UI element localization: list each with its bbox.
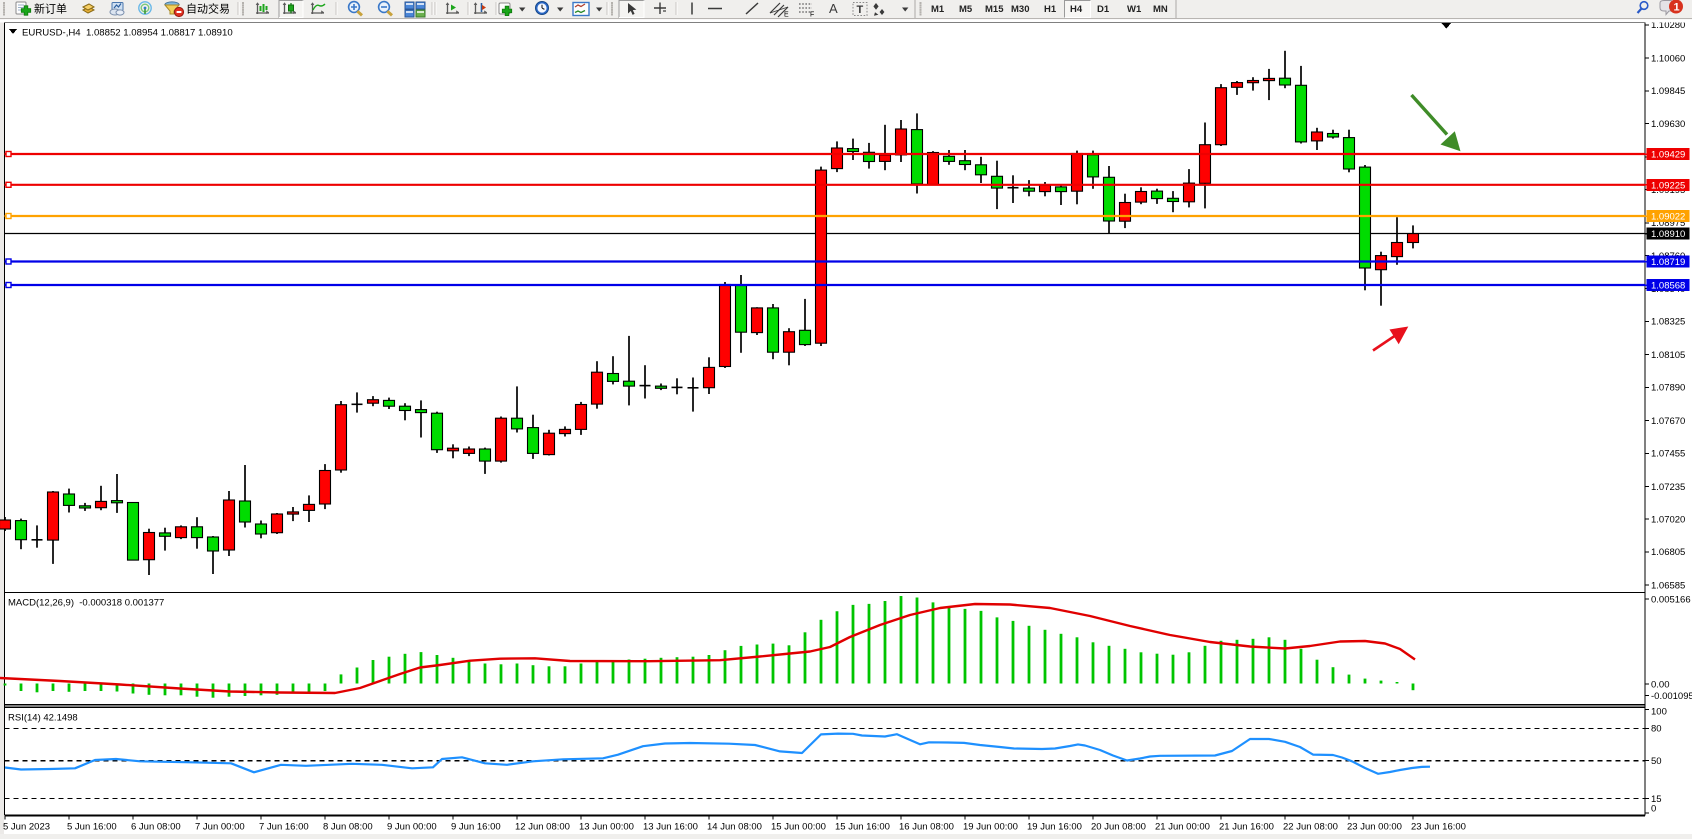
svg-text:19 Jun 16:00: 19 Jun 16:00	[1027, 822, 1082, 833]
svg-text:D1: D1	[1097, 4, 1110, 15]
svg-text:H1: H1	[1044, 4, 1057, 15]
svg-text:1.09845: 1.09845	[1651, 86, 1685, 97]
svg-text:50: 50	[1651, 756, 1662, 767]
svg-text:23 Jun 16:00: 23 Jun 16:00	[1411, 822, 1466, 833]
svg-text:13 Jun 16:00: 13 Jun 16:00	[643, 822, 698, 833]
svg-text:0: 0	[1651, 804, 1656, 815]
svg-text:15: 15	[1651, 794, 1662, 805]
svg-text:14 Jun 08:00: 14 Jun 08:00	[707, 822, 762, 833]
svg-text:6 Jun 08:00: 6 Jun 08:00	[131, 822, 181, 833]
svg-text:1.07890: 1.07890	[1651, 383, 1685, 394]
svg-text:M1: M1	[931, 4, 945, 15]
svg-text:1.08568: 1.08568	[1651, 281, 1685, 292]
svg-text:0.005166: 0.005166	[1651, 594, 1691, 605]
svg-text:1.09022: 1.09022	[1651, 212, 1685, 223]
svg-text:1.08105: 1.08105	[1651, 350, 1685, 361]
svg-text:0.00: 0.00	[1651, 679, 1670, 690]
svg-text:80: 80	[1651, 724, 1662, 735]
svg-text:1.07235: 1.07235	[1651, 482, 1685, 493]
svg-text:13 Jun 00:00: 13 Jun 00:00	[579, 822, 634, 833]
svg-text:15 Jun 00:00: 15 Jun 00:00	[771, 822, 826, 833]
svg-text:21 Jun 16:00: 21 Jun 16:00	[1219, 822, 1274, 833]
svg-text:1.08325: 1.08325	[1651, 317, 1685, 328]
svg-text:RSI(14) 42.1498: RSI(14) 42.1498	[8, 713, 78, 724]
svg-text:T: T	[857, 4, 864, 16]
svg-text:7 Jun 16:00: 7 Jun 16:00	[259, 822, 309, 833]
svg-text:H4: H4	[1070, 4, 1083, 15]
svg-text:19 Jun 00:00: 19 Jun 00:00	[963, 822, 1018, 833]
svg-text:1.07670: 1.07670	[1651, 416, 1685, 427]
svg-text:5 Jun 2023: 5 Jun 2023	[3, 822, 50, 833]
svg-text:1.09429: 1.09429	[1651, 150, 1685, 161]
svg-text:自动交易: 自动交易	[186, 2, 230, 16]
svg-text:MACD(12,26,9) -0.000318 0.001: MACD(12,26,9) -0.000318 0.001377	[8, 598, 164, 609]
svg-text:M30: M30	[1011, 4, 1029, 15]
svg-text:5 Jun 16:00: 5 Jun 16:00	[67, 822, 117, 833]
svg-text:1.07020: 1.07020	[1651, 515, 1685, 526]
svg-text:M5: M5	[959, 4, 973, 15]
svg-text:100: 100	[1651, 706, 1667, 717]
svg-text:-0.001095: -0.001095	[1651, 691, 1692, 702]
svg-text:1.10060: 1.10060	[1651, 54, 1685, 65]
svg-text:A: A	[829, 1, 838, 16]
svg-text:15 Jun 16:00: 15 Jun 16:00	[835, 822, 890, 833]
svg-text:22 Jun 08:00: 22 Jun 08:00	[1283, 822, 1338, 833]
svg-text:12 Jun 08:00: 12 Jun 08:00	[515, 822, 570, 833]
svg-text:16 Jun 08:00: 16 Jun 08:00	[899, 822, 954, 833]
svg-text:7 Jun 00:00: 7 Jun 00:00	[195, 822, 245, 833]
svg-text:1.08975: 1.08975	[1651, 218, 1685, 229]
svg-text:E: E	[784, 12, 789, 19]
svg-text:21 Jun 00:00: 21 Jun 00:00	[1155, 822, 1210, 833]
svg-text:8 Jun 08:00: 8 Jun 08:00	[323, 822, 373, 833]
svg-text:9 Jun 00:00: 9 Jun 00:00	[387, 822, 437, 833]
svg-text:MN: MN	[1153, 4, 1168, 15]
svg-text:1.08910: 1.08910	[1651, 229, 1685, 240]
svg-text:1.10280: 1.10280	[1651, 20, 1685, 31]
svg-text:M15: M15	[985, 4, 1004, 15]
svg-text:23 Jun 00:00: 23 Jun 00:00	[1347, 822, 1402, 833]
svg-text:1.09225: 1.09225	[1651, 180, 1685, 191]
svg-text:EURUSD-,H4 1.08852 1.08954 1.: EURUSD-,H4 1.08852 1.08954 1.08817 1.089…	[22, 28, 233, 39]
svg-text:1.06805: 1.06805	[1651, 547, 1685, 558]
svg-text:1.06585: 1.06585	[1651, 581, 1685, 592]
svg-text:F: F	[810, 12, 814, 19]
svg-text:W1: W1	[1127, 4, 1142, 15]
svg-text:新订单: 新订单	[34, 2, 67, 16]
svg-text:20 Jun 08:00: 20 Jun 08:00	[1091, 822, 1146, 833]
svg-text:1.07455: 1.07455	[1651, 449, 1685, 460]
svg-text:1.08719: 1.08719	[1651, 257, 1685, 268]
svg-text:1: 1	[1674, 2, 1680, 14]
svg-text:9 Jun 16:00: 9 Jun 16:00	[451, 822, 501, 833]
svg-text:1.09630: 1.09630	[1651, 119, 1685, 130]
